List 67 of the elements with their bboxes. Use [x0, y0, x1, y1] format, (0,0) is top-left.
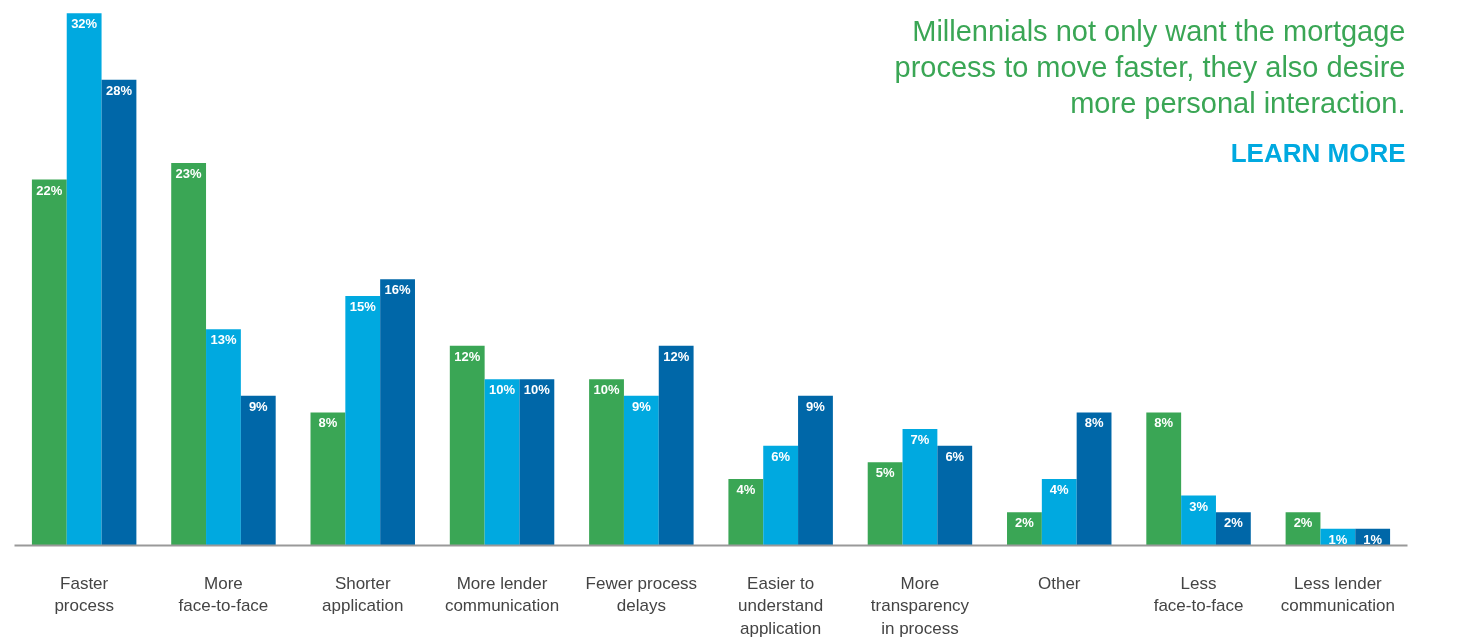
bar	[728, 478, 764, 546]
data-label: 4%	[736, 481, 756, 497]
bar	[1041, 478, 1077, 546]
x-tick-label: Less face-to-face	[1153, 573, 1244, 616]
bar	[902, 429, 938, 546]
bar	[484, 379, 520, 546]
data-label: 8%	[318, 415, 338, 431]
data-label: 28%	[105, 82, 133, 98]
data-label: 9%	[248, 398, 269, 414]
bar	[1076, 412, 1112, 546]
data-label: 15%	[349, 298, 377, 314]
data-label: 23%	[175, 165, 203, 181]
bar	[589, 379, 624, 546]
data-label: 9%	[806, 398, 826, 414]
data-label: 2%	[1015, 515, 1035, 531]
bar	[658, 345, 694, 546]
bar	[1146, 412, 1182, 546]
bar	[867, 462, 903, 546]
x-tick-label: Shorter application	[322, 573, 404, 616]
bar	[66, 13, 102, 546]
data-label: 10%	[593, 382, 620, 398]
data-label: 13%	[210, 332, 237, 348]
bar	[798, 395, 833, 546]
annotation: LEARN MORE	[1230, 138, 1406, 169]
data-label: 9%	[631, 398, 652, 414]
data-label: 32%	[71, 16, 98, 32]
bar	[101, 79, 137, 546]
data-label: 10%	[523, 382, 551, 398]
bar	[380, 279, 415, 546]
data-label: 8%	[1154, 415, 1174, 431]
data-label: 7%	[910, 432, 930, 448]
bar	[763, 445, 799, 546]
data-label: 5%	[875, 465, 895, 481]
x-tick-label: More transparency in process	[870, 573, 970, 639]
bar	[449, 345, 485, 546]
bar	[519, 379, 555, 546]
data-label: 22%	[36, 182, 63, 198]
bar	[345, 295, 381, 546]
data-label: 12%	[454, 348, 481, 364]
bar	[623, 395, 659, 546]
text: Millennials not only want the mortgage process to move faster, they also desire more personal interaction.	[894, 15, 1406, 120]
x-tick-label: More lender communication	[444, 573, 560, 616]
data-label: 12%	[663, 348, 690, 364]
data-label: 6%	[945, 448, 965, 464]
bar	[31, 179, 67, 546]
data-label: 16%	[384, 282, 412, 298]
x-tick-label: Less lender communication	[1280, 573, 1396, 616]
data-label: 2%	[1223, 515, 1244, 531]
x-tick-label: Other	[1037, 573, 1081, 593]
data-label: 2%	[1293, 515, 1313, 531]
data-label: 10%	[489, 382, 516, 398]
data-label: 8%	[1084, 415, 1104, 431]
data-label: 3%	[1189, 498, 1209, 514]
data-label: 4%	[1049, 481, 1070, 497]
bar	[240, 395, 276, 546]
data-label: 1%	[1363, 531, 1383, 547]
x-tick-label: Faster process	[54, 573, 114, 616]
data-label: 1%	[1328, 531, 1348, 547]
bar	[937, 445, 973, 546]
x-tick-label: Easier to understand application	[738, 573, 824, 639]
x-tick-label: More face-to-face	[178, 573, 269, 616]
bar	[206, 329, 241, 546]
bar	[1181, 495, 1216, 546]
data-label: 6%	[771, 448, 791, 464]
bar	[310, 412, 346, 546]
bar	[171, 162, 207, 546]
x-tick-label: Fewer process delays	[585, 573, 698, 616]
